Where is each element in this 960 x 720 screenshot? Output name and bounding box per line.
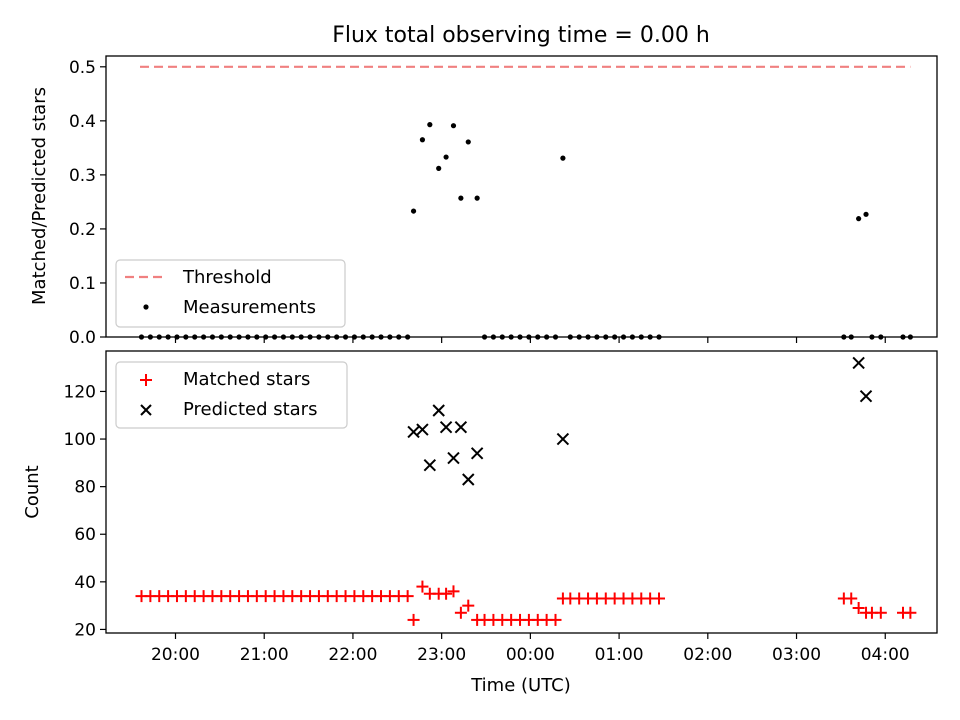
measurement-point <box>436 165 442 171</box>
predicted-stars-point <box>439 420 453 434</box>
predicted-stars-point <box>447 451 460 465</box>
bottom-x-axis: 20:00 21:00 22:00 23:00 00:00 01:00 02:00 03:00… <box>151 633 910 665</box>
x-tick-label: 20:00 <box>151 645 200 665</box>
top-y-tick-label: 0.0 <box>69 328 96 348</box>
measurement-point <box>450 123 457 129</box>
predicted-stars-point-b <box>423 459 437 472</box>
measurement-point <box>863 211 869 217</box>
predicted-stars-point-b <box>556 432 570 446</box>
x-tick-label: 04:00 <box>861 645 910 665</box>
top-axes-frame <box>105 55 938 338</box>
top-y-tick-label: 0.5 <box>69 58 96 78</box>
measurement-point <box>465 139 471 145</box>
predicted-stars-point <box>852 356 865 370</box>
bottom-y-tick-label: 20 <box>74 620 96 640</box>
predicted-stars-point <box>416 423 429 436</box>
top-legend: Threshold Measurements <box>115 259 346 328</box>
chart-title: Flux total observing time = 0.00 h <box>332 23 710 48</box>
measurement-point <box>458 195 464 201</box>
bottom-y-tick-label: 60 <box>74 525 96 545</box>
bottom-y-tick-label: 80 <box>74 478 96 498</box>
matched-stars-point <box>549 613 562 626</box>
bottom-y-axis-label: Count <box>22 465 43 518</box>
matched-stars-point <box>447 585 460 598</box>
predicted-stars-legend-swatch <box>140 404 152 416</box>
predicted-stars-point <box>432 404 445 417</box>
top-y-tick-label: 0.1 <box>69 274 96 294</box>
top-y-axis-label: Matched/Predicted stars <box>29 87 50 305</box>
measurement-point <box>443 154 449 160</box>
bottom-axes-frame <box>105 350 938 634</box>
predicted-stars-point-b <box>447 451 460 465</box>
bottom-y-tick-label: 120 <box>64 382 96 402</box>
x-tick-label: 01:00 <box>595 645 644 665</box>
x-tick-label: 21:00 <box>240 645 289 665</box>
matched-stars-point <box>440 587 453 600</box>
predicted-stars-point <box>454 420 468 434</box>
matched-stars-point <box>852 602 865 615</box>
predicted-stars-point <box>462 473 475 486</box>
x-tick-label: 22:00 <box>328 645 377 665</box>
predicted-stars-point-b <box>407 425 420 439</box>
bottom-plot-area <box>135 356 917 626</box>
predicted-stars-point <box>556 432 570 446</box>
matched-stars-point <box>874 606 887 619</box>
predicted-stars-point <box>407 425 420 439</box>
bottom-y-tick-label: 40 <box>74 573 96 593</box>
predicted-stars-point-b <box>454 420 468 434</box>
predicted-stars-point-b <box>859 390 873 403</box>
matched-stars-point <box>401 590 414 603</box>
matched-stars-point <box>904 606 917 619</box>
predicted-stars-point-b <box>439 420 453 434</box>
measurements-legend-label: Measurements <box>183 297 316 318</box>
measurement-point <box>419 137 426 143</box>
x-tick-label: 00:00 <box>506 645 555 665</box>
predicted-stars-point <box>423 459 437 472</box>
predicted-stars-point-b <box>462 473 475 486</box>
measurement-point <box>410 208 417 214</box>
top-y-tick-label: 0.3 <box>69 166 96 186</box>
x-tick-label: 23:00 <box>417 645 466 665</box>
bottom-legend: Matched stars Predicted stars <box>115 361 348 429</box>
matched-stars-point <box>845 592 858 605</box>
matched-stars-point <box>653 592 666 605</box>
predicted-stars-point-b <box>432 404 445 417</box>
predicted-stars-point <box>470 447 484 460</box>
measurement-point <box>856 216 862 222</box>
top-legend-box <box>115 259 346 328</box>
top-y-tick-label: 0.2 <box>69 220 96 240</box>
matched-stars-point <box>416 580 429 593</box>
measurement-point <box>474 195 480 201</box>
measurement-point <box>427 122 433 128</box>
predicted-stars-point-b <box>470 447 484 460</box>
matched-stars-point <box>407 613 420 626</box>
predicted-stars-point <box>859 390 873 403</box>
predicted-stars-legend-label: Predicted stars <box>183 399 317 420</box>
measurement-point <box>560 155 566 161</box>
x-tick-label: 02:00 <box>683 645 732 665</box>
predicted-stars-point-b <box>852 356 865 370</box>
measurements-legend-swatch <box>143 304 149 310</box>
threshold-legend-label: Threshold <box>182 267 272 288</box>
predicted-stars-point-b <box>416 423 429 436</box>
bottom-y-tick-label: 100 <box>64 430 96 450</box>
matched-stars-legend-label: Matched stars <box>183 369 310 390</box>
top-y-axis: 0.0 0.1 0.2 0.3 0.4 0.5 <box>69 58 106 348</box>
matched-stars-legend-swatch <box>140 374 152 386</box>
top-y-tick-label: 0.4 <box>69 112 96 132</box>
x-tick-label: 03:00 <box>772 645 821 665</box>
matched-stars-point <box>454 606 467 619</box>
x-axis-label: Time (UTC) <box>470 675 571 696</box>
bottom-legend-box <box>115 361 348 429</box>
bottom-y-axis: 20 40 60 80 100 120 <box>64 382 106 640</box>
matched-stars-point <box>462 599 475 612</box>
